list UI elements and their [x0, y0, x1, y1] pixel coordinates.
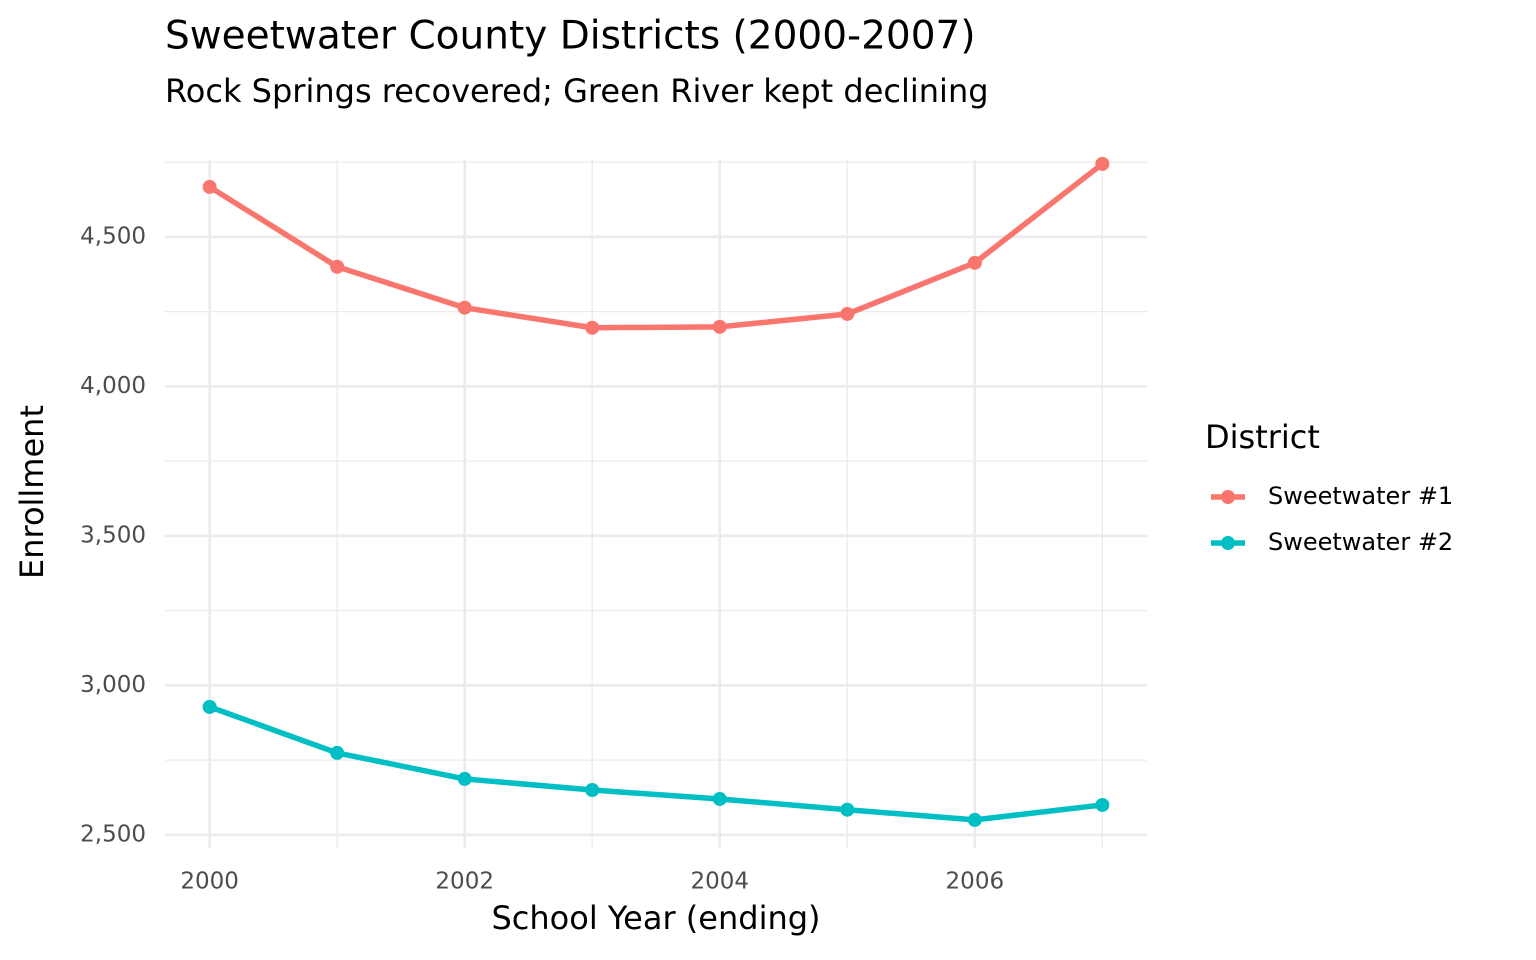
data-point [712, 319, 727, 334]
legend-label: Sweetwater #2 [1268, 528, 1453, 556]
data-point [967, 812, 982, 827]
x-tick-label: 2000 [180, 869, 239, 895]
data-point [840, 802, 855, 817]
chart-title: Sweetwater County Districts (2000-2007) [165, 14, 976, 59]
series-line [208, 161, 1105, 331]
data-point [1095, 797, 1110, 812]
chart-subtitle: Rock Springs recovered; Green River kept… [165, 72, 989, 110]
data-point [712, 791, 727, 806]
data-point [330, 259, 345, 274]
data-point [457, 771, 472, 786]
legend-label: Sweetwater #1 [1268, 482, 1453, 510]
data-point [585, 782, 600, 797]
series-line [208, 704, 1103, 823]
y-axis-title: Enrollment [13, 405, 51, 579]
data-point [585, 320, 600, 335]
y-tick-label: 4,500 [80, 223, 146, 249]
data-point [202, 179, 217, 194]
y-tick-label: 2,500 [80, 821, 146, 847]
data-point [840, 306, 855, 321]
data-point [457, 300, 472, 315]
data-point [967, 255, 982, 270]
x-axis-title: School Year (ending) [491, 899, 820, 937]
data-point [202, 699, 217, 714]
legend-title: District [1205, 418, 1320, 456]
x-tick-label: 2004 [690, 869, 749, 895]
legend-key-point [1221, 490, 1235, 504]
y-tick-label: 3,000 [80, 672, 146, 698]
data-point [330, 745, 345, 760]
legend-key-point [1221, 536, 1235, 550]
y-tick-label: 3,500 [80, 522, 146, 548]
x-tick-label: 2002 [435, 869, 494, 895]
y-tick-label: 4,000 [80, 373, 146, 399]
data-point [1095, 156, 1110, 171]
x-tick-label: 2006 [946, 869, 1005, 895]
